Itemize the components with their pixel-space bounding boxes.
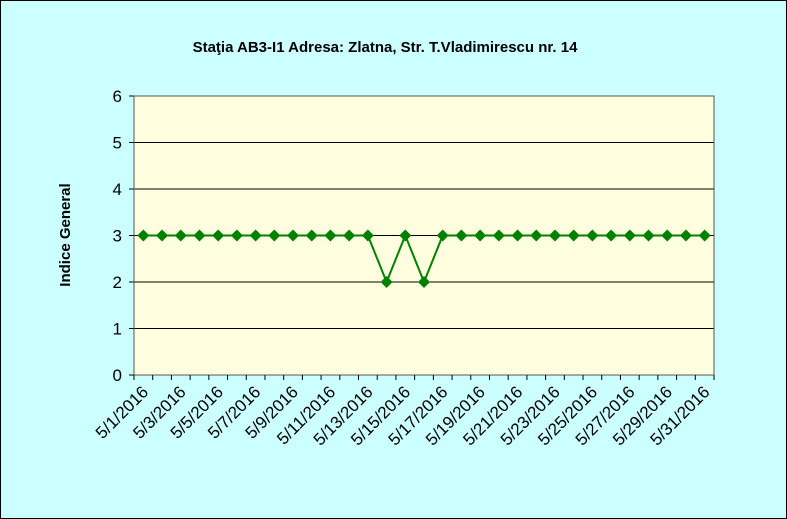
marker [193, 229, 206, 242]
y-tick-label: 6 [113, 87, 122, 106]
marker [567, 229, 580, 242]
y-tick-label: 4 [113, 180, 122, 199]
marker [230, 229, 243, 242]
marker [530, 229, 543, 242]
chart-title: Staţia AB3-I1 Adresa: Zlatna, Str. T.Vla… [193, 39, 579, 56]
marker [343, 229, 356, 242]
marker [305, 229, 318, 242]
marker [586, 229, 599, 242]
marker [455, 229, 468, 242]
marker [287, 229, 300, 242]
marker [137, 229, 150, 242]
y-axis-label: Indice General [57, 183, 74, 286]
y-tick-label: 2 [113, 273, 122, 292]
marker [511, 229, 524, 242]
marker [548, 229, 561, 242]
marker [399, 229, 412, 242]
marker [642, 229, 655, 242]
marker [268, 229, 281, 242]
y-tick-label: 0 [113, 366, 122, 385]
marker [474, 229, 487, 242]
y-tick-label: 5 [113, 134, 122, 153]
marker [361, 229, 374, 242]
marker [492, 229, 505, 242]
marker [156, 229, 169, 242]
marker [174, 229, 187, 242]
marker [380, 276, 393, 288]
marker [623, 229, 636, 242]
marker [605, 229, 618, 242]
marker [679, 229, 692, 242]
marker [418, 276, 430, 288]
plot-border [133, 95, 715, 376]
marker [661, 229, 674, 242]
marker [249, 229, 262, 242]
y-tick-label: 1 [113, 320, 122, 339]
marker [698, 229, 711, 242]
y-tick-label: 3 [113, 227, 122, 246]
marker [436, 229, 449, 242]
marker [324, 229, 337, 242]
marker [212, 229, 225, 242]
